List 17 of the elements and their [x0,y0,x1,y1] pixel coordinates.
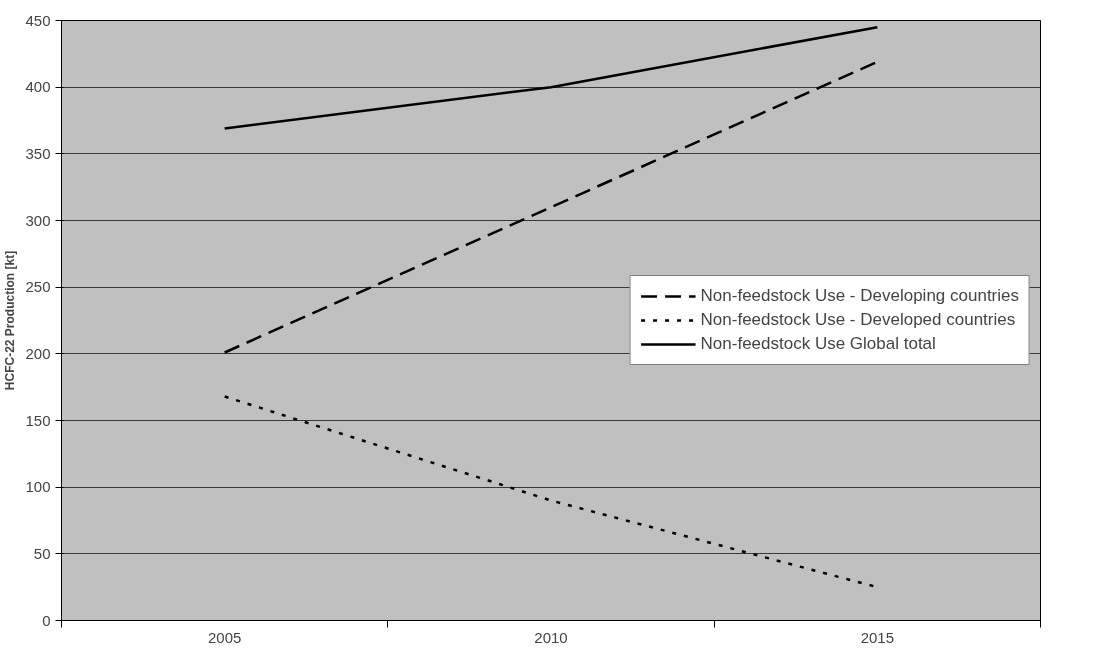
y-tick-label: 450 [25,11,51,29]
y-tick-label: 400 [25,78,51,96]
y-tick-label: 50 [33,544,51,562]
x-tick-label: 2015 [860,628,895,646]
y-tick-label: 100 [25,478,51,496]
y-tick-label: 0 [42,611,51,629]
y-tick-label: 250 [25,278,51,296]
x-tick-label: 2005 [207,628,242,646]
y-tick-label: 200 [25,344,51,362]
y-tick-label: 350 [25,144,51,162]
y-axis-title: HCFC-22 Production [kt] [3,250,18,391]
legend-label: Non-feedstock Use - Developing countries [700,286,1019,306]
legend-label: Non-feedstock Use Global total [700,334,936,354]
y-tick-label: 150 [25,411,51,429]
legend-label: Non-feedstock Use - Developed countries [700,310,1016,330]
x-tick-label: 2010 [534,628,568,646]
y-tick-label: 300 [25,211,51,229]
